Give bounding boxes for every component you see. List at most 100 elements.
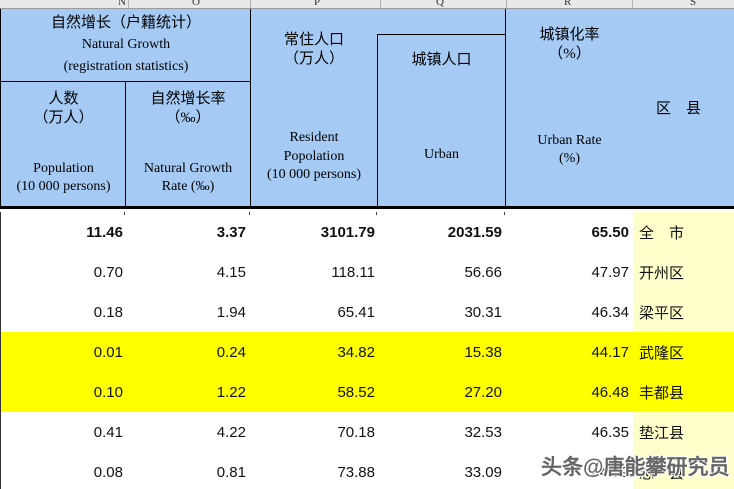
cell-growth-rate[interactable]: 0.81: [216, 463, 246, 481]
resident-en1: Resident: [289, 130, 339, 146]
table-row: 0.70 4.15 118.11 56.66 47.97 开州区: [1, 252, 734, 292]
table-row: 0.41 4.22 70.18 32.53 46.35 垫江县: [1, 412, 734, 452]
population-en2: (10 000 persons): [16, 178, 111, 194]
header-district-label[interactable]: 区 县: [656, 101, 702, 117]
cell-district[interactable]: 武隆区: [633, 332, 734, 372]
cell-population[interactable]: 0.10: [93, 383, 123, 401]
cell-resident-population[interactable]: 65.41: [337, 303, 375, 321]
cell-urban-rate[interactable]: 46.35: [591, 423, 629, 441]
cell-district[interactable]: 忠 县: [633, 452, 734, 489]
column-divider: [128, 0, 129, 8]
header-cell-urban-rate[interactable]: 城镇化率 （%） Urban Rate (%): [506, 9, 633, 206]
growth-rate-en1: Natural Growth: [143, 160, 233, 176]
column-letter-r[interactable]: R: [564, 0, 572, 8]
cell-district[interactable]: 丰都县: [633, 372, 734, 412]
population-en1: Population: [33, 160, 94, 176]
growth-rate-zh2: （‰）: [165, 109, 211, 126]
column-letter-q[interactable]: Q: [436, 0, 444, 8]
header-cell-population[interactable]: 人数 （万人） Population (10 000 persons): [2, 82, 125, 206]
table-row: 0.18 1.94 65.41 30.31 46.34 梁平区: [1, 292, 734, 332]
cell-population[interactable]: 11.46: [86, 223, 123, 241]
gridline-stub: [249, 212, 250, 215]
natural-growth-zh: 自然增长（户籍统计）: [50, 15, 201, 32]
resident-zh2: （万人）: [283, 50, 344, 67]
header-cell-natural-growth-rate[interactable]: 自然增长率 （‰） Natural Growth Rate (‰): [126, 82, 250, 206]
cell-urban-population[interactable]: 30.31: [464, 303, 502, 321]
cell-district[interactable]: 梁平区: [633, 292, 734, 332]
cell-resident-population[interactable]: 34.82: [337, 343, 375, 361]
column-letter-n[interactable]: N: [118, 0, 126, 8]
header-gridline: [125, 81, 126, 206]
urban-rate-zh2: （%）: [548, 45, 591, 62]
cell-urban-rate[interactable]: 44.79: [591, 463, 629, 481]
table-row: 11.46 3.37 3101.79 2031.59 65.50 全 市: [1, 212, 734, 252]
natural-growth-en2: (registration statistics): [63, 58, 189, 74]
gridline-stub: [376, 212, 377, 215]
resident-en2: Popolation: [283, 148, 345, 164]
growth-rate-en2: Rate (‰): [161, 178, 215, 194]
column-divider: [632, 0, 633, 8]
header-gridline: [505, 9, 506, 206]
table-row: 0.08 0.81 73.88 33.09 44.79 忠 县: [1, 452, 734, 489]
column-divider: [380, 0, 381, 8]
cell-resident-population[interactable]: 70.18: [337, 423, 375, 441]
cell-urban-rate[interactable]: 46.34: [591, 303, 629, 321]
cell-resident-population[interactable]: 118.11: [331, 263, 375, 281]
resident-zh1: 常住人口: [283, 32, 344, 48]
cell-population[interactable]: 0.70: [93, 263, 123, 281]
gridline-stub: [124, 212, 125, 215]
watermark: 头条@唐能攀研究员: [541, 456, 730, 479]
cell-district[interactable]: 开州区: [633, 252, 734, 292]
table-row: 0.10 1.22 58.52 27.20 46.48 丰都县: [1, 372, 734, 412]
cell-population[interactable]: 0.01: [93, 343, 123, 361]
cell-urban-rate[interactable]: 44.17: [591, 343, 629, 361]
urban-rate-zh1: 城镇化率: [539, 27, 600, 43]
cell-district[interactable]: 垫江县: [633, 412, 734, 452]
cell-urban-population[interactable]: 32.53: [464, 423, 502, 441]
gridline-stub: [504, 212, 505, 215]
growth-rate-zh1: 自然增长率: [150, 91, 226, 107]
urban-rate-en2: (%): [559, 150, 580, 166]
cell-urban-population[interactable]: 56.66: [464, 263, 502, 281]
cell-population[interactable]: 0.41: [93, 423, 123, 441]
column-letter-o[interactable]: O: [192, 0, 200, 8]
column-divider: [250, 0, 251, 8]
cell-urban-rate[interactable]: 65.50: [591, 223, 629, 241]
cell-growth-rate[interactable]: 1.22: [216, 383, 246, 401]
cell-urban-population[interactable]: 33.09: [464, 463, 502, 481]
column-letter-p[interactable]: P: [314, 0, 321, 8]
header-gridline: [250, 9, 251, 206]
urban-en: Urban: [424, 146, 459, 162]
cell-urban-population[interactable]: 2031.59: [447, 223, 502, 241]
cell-growth-rate[interactable]: 0.24: [216, 343, 246, 361]
header-cell-resident-population[interactable]: 常住人口 （万人） Resident Popolation (10 000 pe…: [251, 9, 377, 206]
natural-growth-en1: Natural Growth: [81, 37, 171, 53]
urban-zh: 城镇人口: [411, 52, 472, 68]
cell-growth-rate[interactable]: 1.94: [216, 303, 246, 321]
cell-urban-population[interactable]: 27.20: [464, 383, 502, 401]
header-cell-urban-population[interactable]: 城镇人口 Urban: [378, 35, 505, 206]
cell-population[interactable]: 0.08: [93, 463, 123, 481]
cell-urban-rate[interactable]: 47.97: [591, 263, 629, 281]
table-body: 11.46 3.37 3101.79 2031.59 65.50 全 市 0.7…: [0, 212, 734, 489]
cell-population[interactable]: 0.18: [93, 303, 123, 321]
cell-resident-population[interactable]: 73.88: [337, 463, 375, 481]
cell-district[interactable]: 全 市: [633, 212, 734, 252]
cell-growth-rate[interactable]: 4.22: [216, 423, 246, 441]
cell-urban-rate[interactable]: 46.48: [591, 383, 629, 401]
cell-urban-population[interactable]: 15.38: [464, 343, 502, 361]
cell-resident-population[interactable]: 3101.79: [320, 223, 375, 241]
cell-growth-rate[interactable]: 3.37: [216, 223, 246, 241]
table-row: 0.01 0.24 34.82 15.38 44.17 武隆区: [1, 332, 734, 372]
population-zh1: 人数: [48, 91, 79, 107]
resident-en3: (10 000 persons): [266, 166, 362, 182]
cell-growth-rate[interactable]: 4.15: [216, 263, 246, 281]
table-header: 自然增长（户籍统计） Natural Growth (registration …: [0, 9, 734, 209]
header-gridline: [377, 34, 378, 206]
cell-resident-population[interactable]: 58.52: [337, 383, 375, 401]
column-letters-row: N O P Q R S: [0, 0, 734, 9]
header-gridline: [1, 81, 251, 82]
column-letter-s[interactable]: S: [690, 0, 697, 8]
header-cell-natural-growth[interactable]: 自然增长（户籍统计） Natural Growth (registration …: [2, 9, 250, 81]
